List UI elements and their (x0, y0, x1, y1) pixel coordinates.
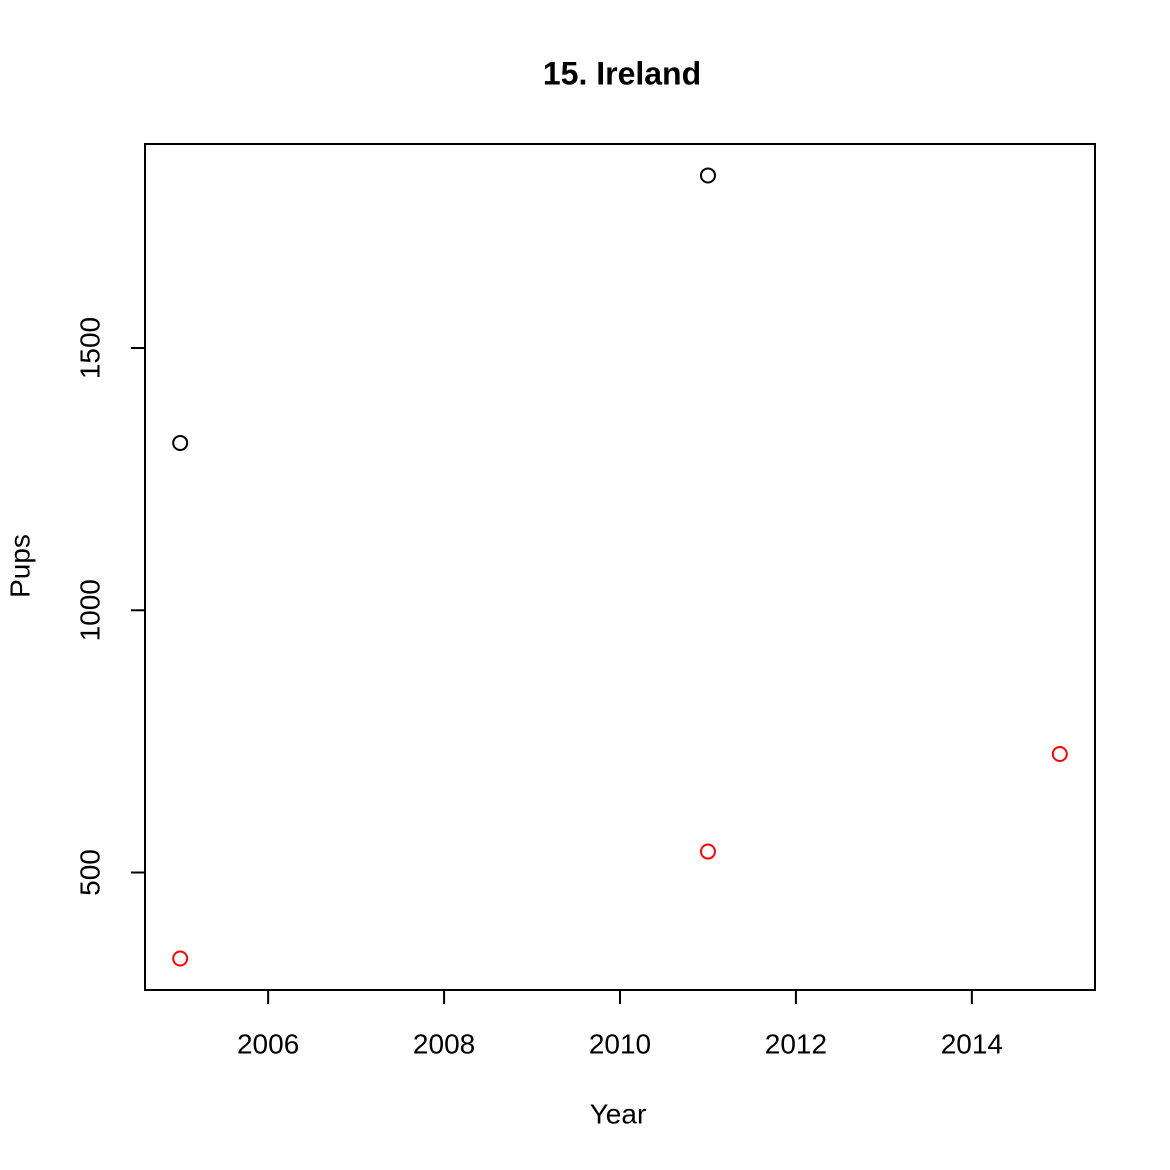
x-tick-label: 2012 (765, 1028, 827, 1059)
chart-title: 15. Ireland (543, 55, 701, 91)
y-tick-label: 1500 (74, 317, 105, 379)
x-tick-label: 2014 (941, 1028, 1003, 1059)
y-tick-label: 1000 (74, 579, 105, 641)
point (1051, 745, 1068, 762)
point (172, 434, 189, 451)
point (699, 167, 716, 184)
x-tick-label: 2008 (413, 1028, 475, 1059)
y-axis-label: Pups (4, 534, 35, 598)
y-tick-label: 500 (74, 849, 105, 896)
x-tick-label: 2006 (237, 1028, 299, 1059)
x-axis-label: Year (590, 1098, 647, 1129)
point (699, 843, 716, 860)
point (172, 950, 189, 967)
x-tick-label: 2010 (589, 1028, 651, 1059)
